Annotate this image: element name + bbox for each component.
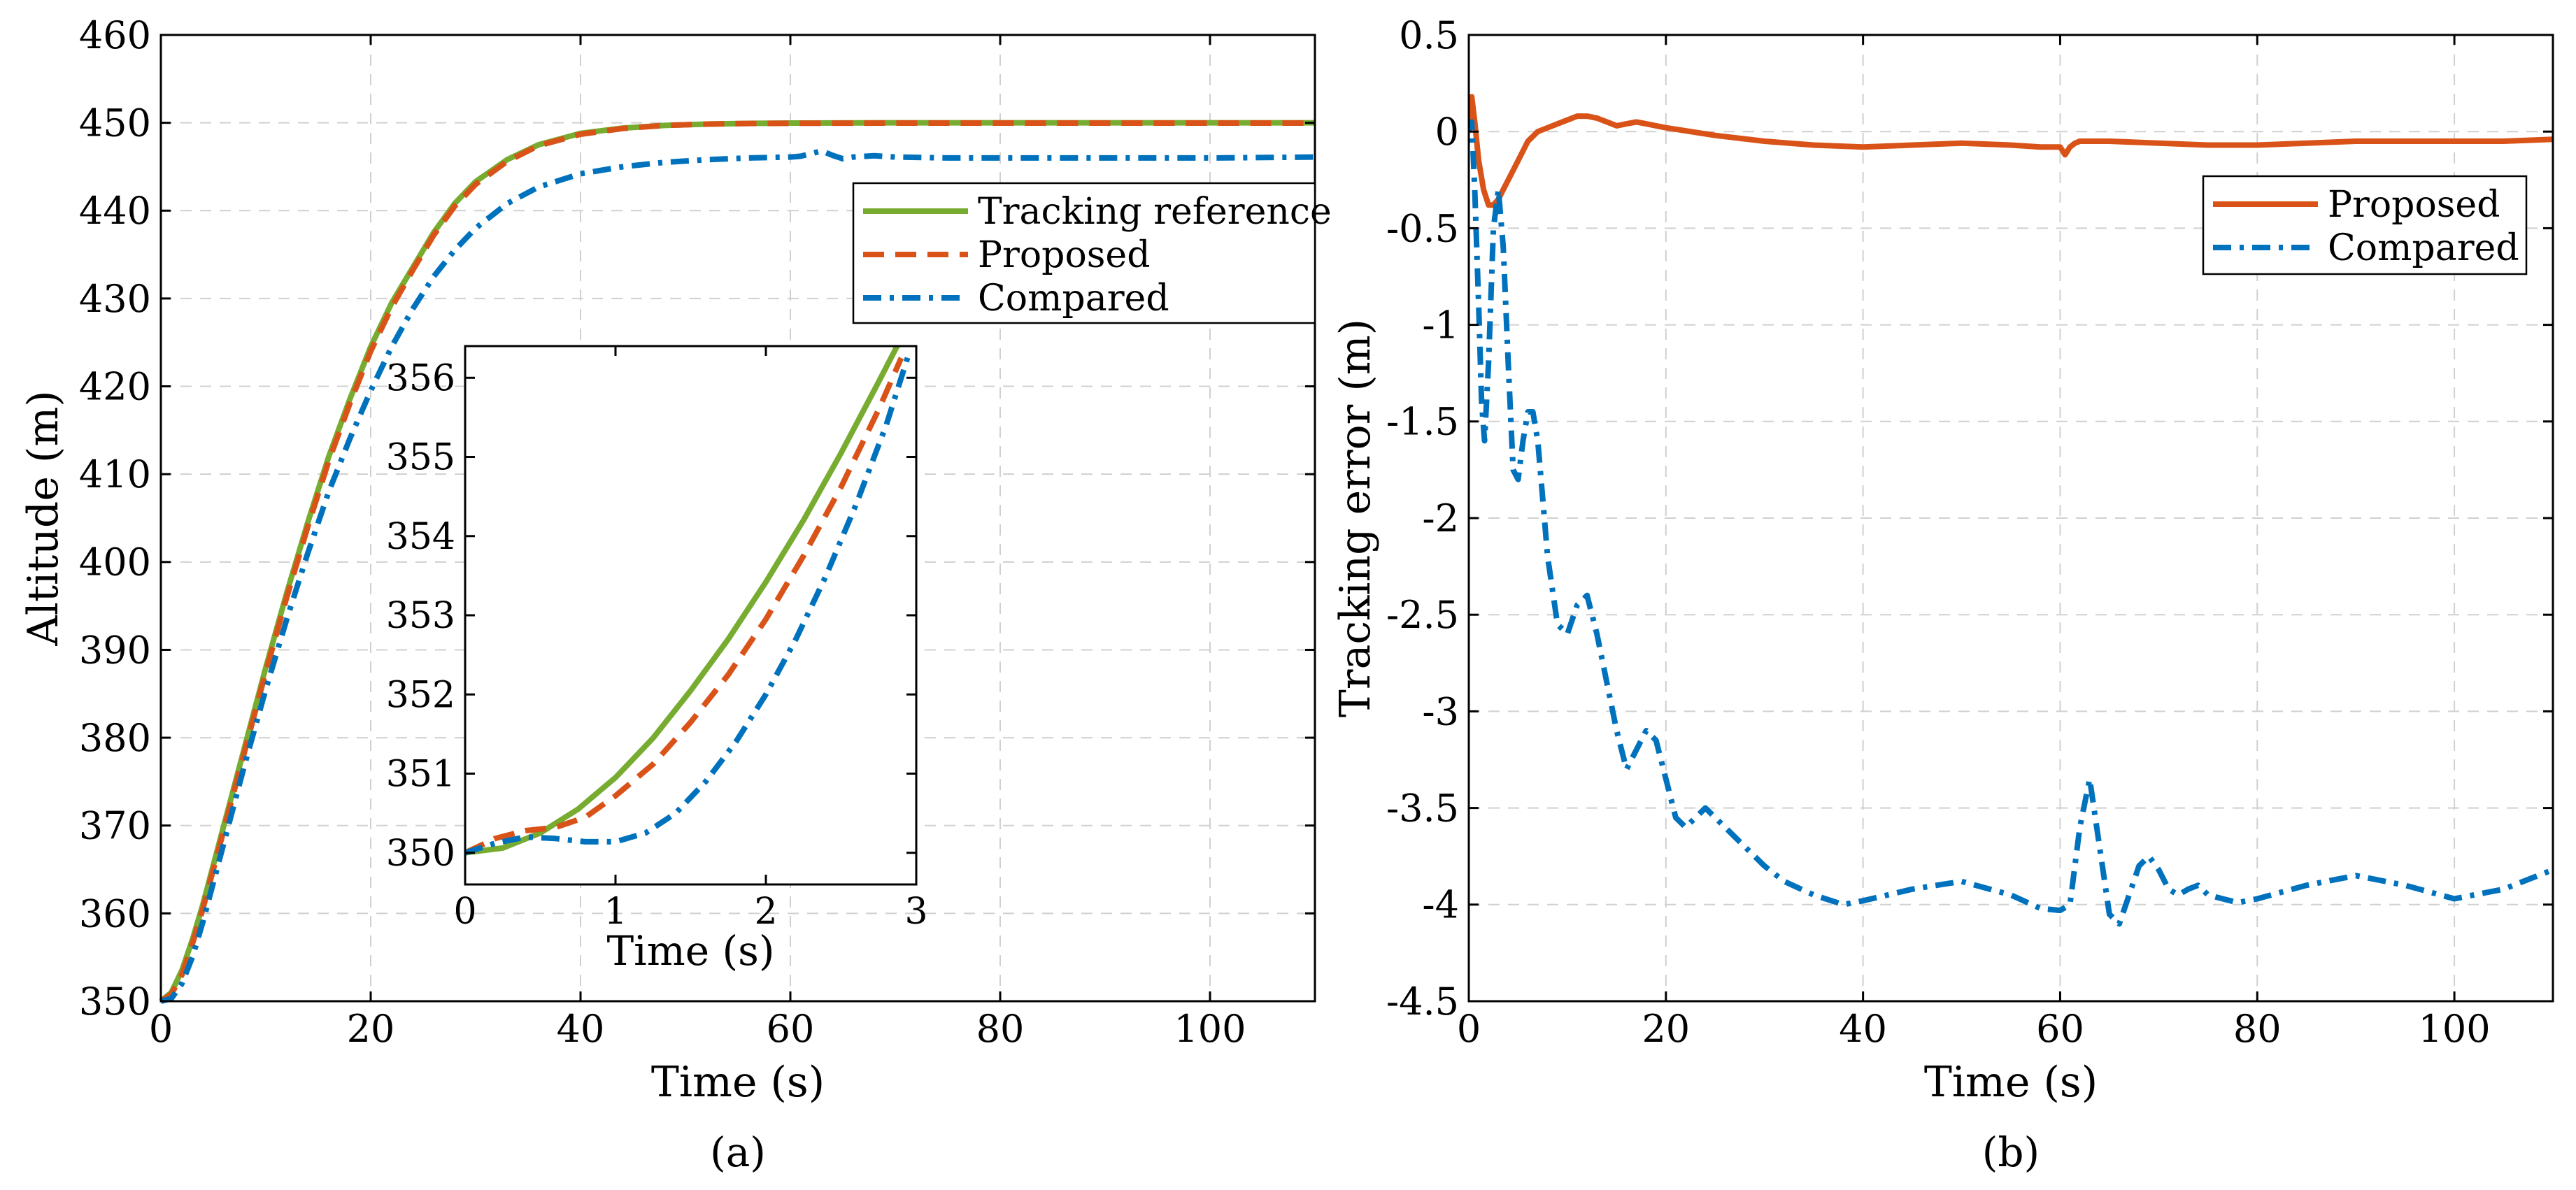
inset-axis-ticks: 0 1 2 3 350 351 352 353 354 355 356 <box>386 346 928 933</box>
inset-series-lines <box>465 346 912 856</box>
series-line-compared <box>465 353 912 856</box>
y-tick-label: -3.5 <box>1386 787 1459 831</box>
y-tick-label: 351 <box>386 754 455 796</box>
y-axis-label: Tracking error (m) <box>1331 319 1380 717</box>
series-lines <box>159 120 1316 1004</box>
inset-zoom-chart: 0 1 2 3 350 351 352 353 354 355 356 Time (s) <box>386 345 928 975</box>
y-tick-label: 0 <box>1435 110 1459 154</box>
y-tick-label: 390 <box>79 628 151 672</box>
legend-label-compared: Compared <box>2328 227 2519 269</box>
series-line-proposed <box>159 120 1315 1004</box>
y-tick-label: 355 <box>386 437 455 479</box>
legend-label-tracking-reference: Tracking reference <box>978 191 1332 233</box>
legend-label-compared: Compared <box>978 278 1169 320</box>
y-tick-label: -1.5 <box>1386 400 1459 444</box>
x-tick-label: 20 <box>1642 1007 1690 1051</box>
series-line-compared <box>1469 119 2553 927</box>
y-tick-label: 440 <box>79 189 151 233</box>
x-axis-label: Time (s) <box>1924 1058 2098 1107</box>
x-tick-label: 0 <box>453 891 476 933</box>
y-tick-label: 354 <box>386 516 455 558</box>
plot-frame <box>159 34 1316 1003</box>
axis-ticks: 0 20 40 60 80 1003503603703803904004104204304… <box>79 13 1315 1051</box>
x-tick-label: 100 <box>2419 1007 2491 1051</box>
inset-x-axis-label: Time (s) <box>606 927 774 975</box>
series-lines <box>1469 94 2553 927</box>
y-tick-label: 420 <box>79 364 151 408</box>
y-tick-label: 450 <box>79 101 151 145</box>
y-tick-label: -4.5 <box>1386 980 1459 1024</box>
legend: Proposed Compared <box>2202 175 2528 275</box>
y-tick-label: 350 <box>386 833 455 875</box>
panel-b-tracking-error-chart: 0 20 40 60 80 100 0.5 0 -0.5 -1 -1.5 -2 -2.5 -3 -3.5 -4… <box>1331 13 2554 1176</box>
axis-ticks: 0 20 40 60 80 100 0.5 0 -0.5 -1 -1.5 -2 -2.5 -3 -3.5 -4… <box>1386 13 2553 1051</box>
series-line-proposed <box>465 357 904 856</box>
y-tick-label: -2 <box>1422 496 1459 540</box>
x-tick-label: 60 <box>767 1007 815 1051</box>
y-tick-label: 430 <box>79 277 151 321</box>
y-tick-label: 356 <box>386 357 455 399</box>
y-axis-label: Altitude (m) <box>19 390 68 646</box>
panel-caption: (b) <box>1982 1128 2040 1176</box>
panel-caption: (a) <box>710 1128 766 1176</box>
series-line-proposed <box>1469 94 2553 208</box>
x-tick-label: 60 <box>2036 1007 2084 1051</box>
legend-label-proposed: Proposed <box>978 234 1151 276</box>
grid-lines <box>1469 35 2553 1001</box>
x-tick-label: 1 <box>604 891 627 933</box>
legend: Tracking reference Proposed Compared <box>852 182 1332 324</box>
y-tick-label: 460 <box>79 13 151 57</box>
y-tick-label: -4 <box>1422 883 1459 927</box>
x-tick-label: 0 <box>1457 1007 1481 1051</box>
x-tick-label: 40 <box>1839 1007 1887 1051</box>
y-tick-label: 410 <box>79 452 151 496</box>
x-tick-label: 80 <box>2233 1007 2282 1051</box>
x-tick-label: 20 <box>347 1007 395 1051</box>
y-tick-label: 370 <box>79 804 151 848</box>
x-tick-label: 80 <box>976 1007 1025 1051</box>
series-line-compared <box>160 148 1316 1004</box>
y-tick-label: 380 <box>79 716 151 760</box>
x-tick-label: 40 <box>557 1007 605 1051</box>
y-tick-label: -0.5 <box>1386 206 1459 250</box>
legend-box <box>2202 175 2528 275</box>
y-tick-label: 350 <box>79 980 151 1024</box>
x-tick-label: 100 <box>1174 1007 1246 1051</box>
legend-label-proposed: Proposed <box>2328 184 2500 226</box>
y-tick-label: 0.5 <box>1399 13 1459 57</box>
x-tick-label: 0 <box>149 1007 173 1051</box>
inset-background <box>465 346 916 884</box>
y-tick-label: -2.5 <box>1386 593 1459 637</box>
y-tick-label: 400 <box>79 540 151 585</box>
x-tick-label: 2 <box>754 891 777 933</box>
x-axis-label: Time (s) <box>651 1058 825 1107</box>
series-line-tracking-reference <box>465 346 901 856</box>
y-tick-label: 353 <box>386 595 455 637</box>
y-tick-label: -3 <box>1422 689 1459 733</box>
y-tick-label: -1 <box>1422 303 1459 347</box>
x-tick-label: 3 <box>904 891 927 933</box>
y-tick-label: 352 <box>386 674 455 716</box>
panel-a-altitude-chart: 0 20 40 60 80 1003503603703803904004104204304… <box>19 13 1332 1176</box>
y-tick-label: 360 <box>79 891 151 935</box>
